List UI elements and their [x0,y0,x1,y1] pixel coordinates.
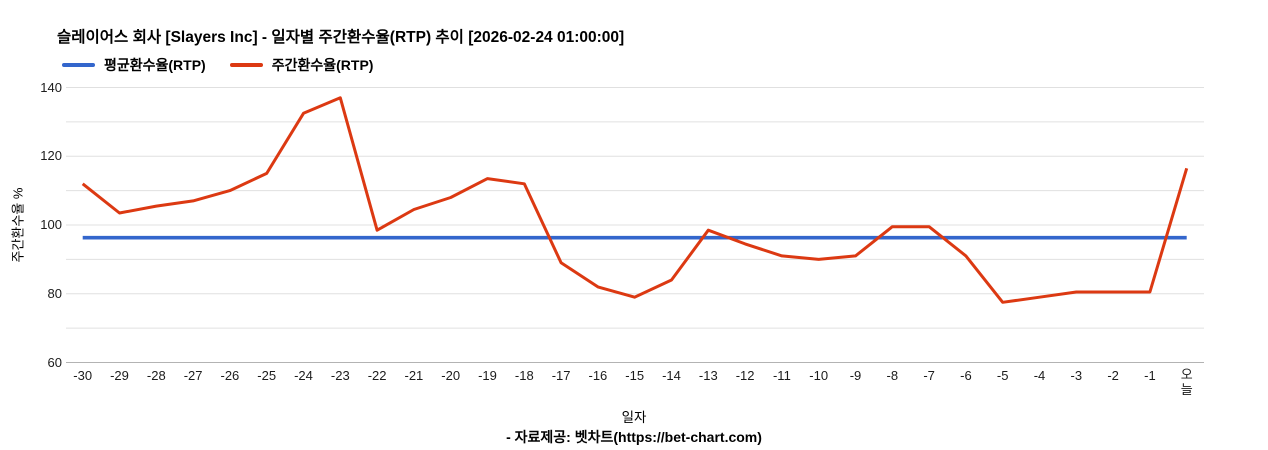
x-tick-label: -10 [809,368,829,383]
x-tick-label: -25 [257,368,277,383]
x-tick-label: -24 [294,368,313,383]
x-tick-label: -1 [1144,368,1156,383]
y-tick-label: 140 [40,79,62,95]
x-tick-label: -30 [73,368,93,383]
legend-line-swatch [62,63,95,67]
x-tick-label: -5 [996,368,1009,383]
x-tick-label: -21 [404,368,424,383]
x-axis-title: 일자 [621,410,647,425]
x-tick-label: -19 [478,368,497,383]
data-source-credit: - 자료제공: 벳차트(https://bet-chart.com) [506,429,762,445]
x-tick-label: -14 [662,368,681,383]
y-tick-label: 120 [40,148,62,164]
x-tick-label: -2 [1107,368,1119,383]
y-tick-label: 60 [47,354,62,370]
x-tick-label: -20 [441,368,461,383]
x-tick-label: -12 [735,368,755,383]
chart-title: 슬레이어스 회사 [Slayers Inc] - 일자별 주간환수율(RTP) … [57,29,625,46]
legend-line-swatch [229,63,263,67]
legend-item-average-rtp: 평균환수율(RTP) [62,55,206,75]
x-tick-label: -23 [330,368,350,383]
x-tick-label: -11 [772,368,791,383]
x-tick-label: -18 [514,368,534,383]
x-tick-label: -13 [698,368,718,383]
x-tick-label: -9 [849,368,862,383]
x-tick-label: -4 [1033,368,1046,383]
x-tick-label: -6 [960,368,972,383]
x-tick-label: -29 [110,368,129,383]
y-tick-label: 80 [47,285,62,301]
chart-legend: 평균환수율(RTP) 주간환수율(RTP) [62,55,373,75]
x-tick-label: -3 [1070,368,1083,383]
x-tick-label: -15 [625,368,645,383]
x-tick-label: -28 [146,368,166,383]
legend-item-weekly-rtp: 주간환수율(RTP) [229,55,374,75]
legend-label: 주간환수율(RTP) [271,57,374,73]
y-axis-title: 주간환수율 % [10,187,26,263]
x-tick-label: 오늘 [1180,367,1193,397]
x-tick-label: -7 [923,368,935,383]
x-tick-label: -27 [183,368,203,383]
weekly-rtp-line [81,96,1189,304]
x-tick-label: -8 [886,368,899,383]
x-tick-label: -16 [588,368,608,383]
y-tick-label: 100 [40,217,62,232]
legend-label: 평균환수율(RTP) [104,57,206,73]
x-tick-label: -17 [551,368,571,383]
x-tick-label: -22 [367,368,387,383]
x-tick-label: -26 [220,368,240,383]
